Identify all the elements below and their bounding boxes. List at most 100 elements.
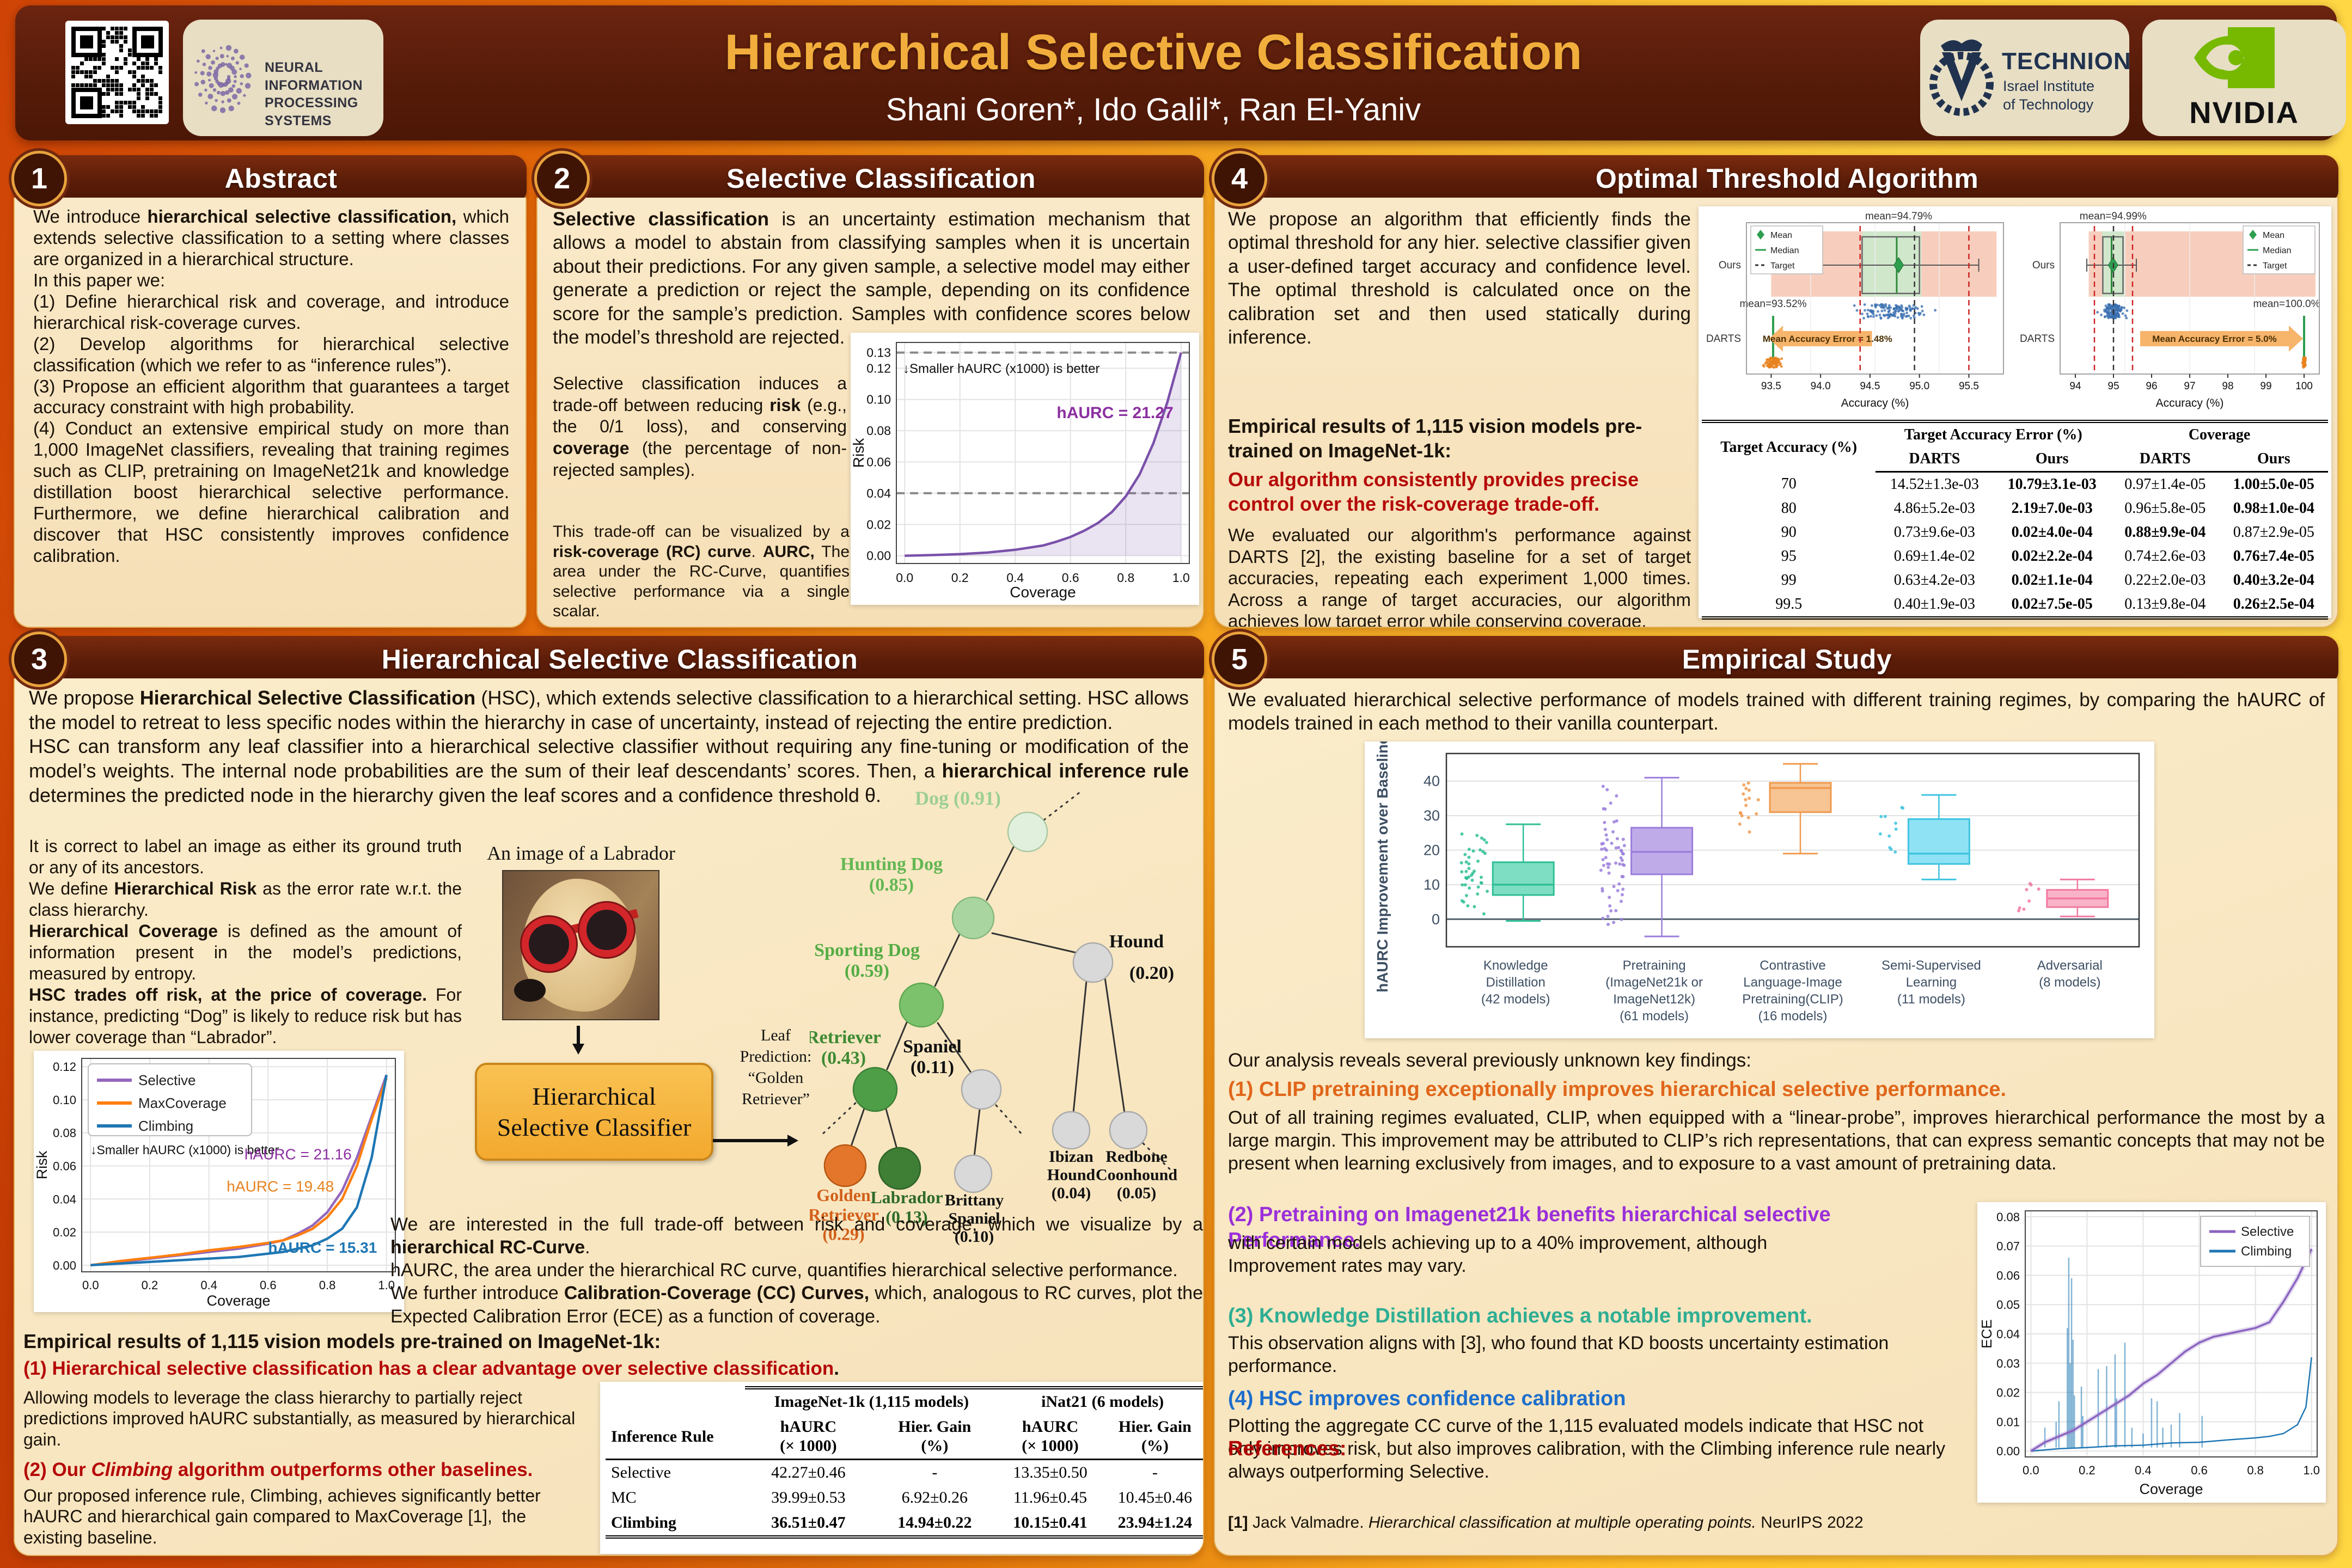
svg-text:95.5: 95.5 xyxy=(1959,381,1979,392)
cc-curve-chart: 0.00 0.01 0.02 0.03 0.04 0.05 0.06 0.07 0.08 0.0 0… xyxy=(1977,1202,2326,1503)
svg-text:0.6: 0.6 xyxy=(2191,1463,2208,1477)
svg-text:Coverage: Coverage xyxy=(2139,1481,2203,1497)
svg-text:Mean Accuracy Error = 5.0%: Mean Accuracy Error = 5.0% xyxy=(2152,334,2277,344)
section-header: Abstract xyxy=(14,155,527,205)
hierarchical-rc-chart: 0.00 0.02 0.04 0.06 0.08 0.10 0.12 0.0 0.2 0.4 0.6… xyxy=(34,1051,404,1312)
hsc-body: We propose Hierarchical Selective Classi… xyxy=(14,678,1204,1556)
section-abstract: 1 Abstract We introduce hierarchical sel… xyxy=(11,151,527,632)
svg-text:hAURC = 19.48: hAURC = 19.48 xyxy=(227,1178,334,1195)
svg-text:0: 0 xyxy=(1432,911,1440,927)
section-selective-classification: 2 Selective Classification Selective cla… xyxy=(534,151,1204,632)
svg-text:0.02: 0.02 xyxy=(53,1226,76,1239)
svg-text:Hound: Hound xyxy=(1109,932,1164,952)
svg-text:DARTS: DARTS xyxy=(1706,333,1741,345)
svg-text:93.5: 93.5 xyxy=(1761,381,1781,392)
svg-text:Median: Median xyxy=(1770,246,1799,255)
svg-text:97: 97 xyxy=(2184,381,2195,392)
svg-text:0.8: 0.8 xyxy=(2247,1463,2264,1477)
svg-text:ECE: ECE xyxy=(1978,1319,1995,1348)
dog-nose-shape xyxy=(514,979,546,1002)
hsc-rc-cc-text: We are interested in the full trade-off … xyxy=(390,1214,1204,1327)
svg-text:Hunting Dog(0.85): Hunting Dog (0.85) xyxy=(840,854,943,895)
svg-text:10: 10 xyxy=(1424,877,1440,893)
section-number-badge: 1 xyxy=(11,151,67,206)
svg-text:Language-Image: Language-Image xyxy=(1743,975,1842,990)
finding4-text: Plotting the aggregate CC curve of the 1… xyxy=(1228,1416,1951,1483)
svg-text:Median: Median xyxy=(2263,246,2291,255)
goggle-left-shape xyxy=(522,917,576,971)
svg-text:0.06: 0.06 xyxy=(53,1160,76,1173)
down-arrow-icon xyxy=(572,1026,584,1055)
svg-text:0.04: 0.04 xyxy=(1996,1327,2020,1341)
svg-text:1.0: 1.0 xyxy=(2303,1463,2320,1477)
svg-text:Semi-Supervised: Semi-Supervised xyxy=(1881,958,1981,973)
section-empirical-study: 5 Empirical Study We evaluated hierarchi… xyxy=(1212,632,2338,1560)
technion-subtitle: Israel Institute of Technology xyxy=(2003,78,2095,113)
svg-text:Climbing: Climbing xyxy=(138,1118,193,1134)
svg-text:Risk: Risk xyxy=(851,438,867,468)
svg-text:0.2: 0.2 xyxy=(951,571,969,585)
svg-text:Accuracy (%): Accuracy (%) xyxy=(2156,397,2224,409)
svg-text:Selective: Selective xyxy=(138,1072,196,1088)
svg-text:94.5: 94.5 xyxy=(1860,381,1880,392)
svg-text:Adversarial: Adversarial xyxy=(2037,958,2103,973)
svg-text:0.05: 0.05 xyxy=(1996,1298,2020,1312)
svg-text:Pretraining(CLIP): Pretraining(CLIP) xyxy=(1742,992,1843,1007)
svg-text:(11 models): (11 models) xyxy=(1897,992,1965,1007)
svg-text:0.0: 0.0 xyxy=(896,571,913,585)
hsc-intro-text: We propose Hierarchical Selective Classi… xyxy=(29,687,1195,806)
svg-text:mean=94.99%: mean=94.99% xyxy=(2080,211,2147,222)
inference-rule-table-panel: ImageNet-1k (1,115 models) iNat21 (6 mode… xyxy=(600,1382,1203,1554)
selective-intro-text: Selective classification is an uncertain… xyxy=(553,209,1195,348)
nvidia-wordmark: NVIDIA xyxy=(2189,95,2299,130)
goggle-right-shape xyxy=(579,903,634,957)
finding2-text: with certain models achieving up to a 40… xyxy=(1228,1233,1768,1277)
finding3-heading: (3) Knowledge Distillation achieves a no… xyxy=(1228,1304,1812,1327)
poster-authors: Shani Goren*, Ido Galil*, Ran El-Yaniv xyxy=(885,92,1421,127)
svg-text:(42 models): (42 models) xyxy=(1481,992,1550,1007)
hsc-finding1-heading: (1) Hierarchical selective classificatio… xyxy=(23,1358,840,1379)
svg-text:0.6: 0.6 xyxy=(1062,571,1079,585)
threshold-boxplots: Mean Accuracy Error = 1.48% mean=94.79% me… xyxy=(1699,206,2331,419)
svg-text:0.08: 0.08 xyxy=(1996,1210,2020,1224)
svg-text:Pretraining: Pretraining xyxy=(1623,958,1686,973)
svg-text:Risk: Risk xyxy=(34,1150,50,1179)
svg-text:↓Smaller hAURC (x1000) is bett: ↓Smaller hAURC (x1000) is better xyxy=(90,1143,279,1157)
svg-text:40: 40 xyxy=(1424,773,1440,789)
svg-text:99: 99 xyxy=(2260,381,2271,392)
svg-text:0.8: 0.8 xyxy=(1117,571,1134,585)
neurips-logo-text: NEURAL INFORMATION PROCESSING SYSTEMS xyxy=(265,60,363,128)
svg-text:Ours: Ours xyxy=(2032,260,2055,271)
svg-text:30: 30 xyxy=(1424,807,1440,824)
training-regime-boxplot: Knowledge Distillation (42 models) Pretrain… xyxy=(1365,708,2154,1038)
threshold-intro-text: We propose an algorithm that efficiently… xyxy=(1228,209,1696,348)
svg-text:↓Smaller hAURC (x1000) is bett: ↓Smaller hAURC (x1000) is better xyxy=(903,362,1099,376)
svg-text:0.02: 0.02 xyxy=(1996,1386,2020,1400)
section-title: Optimal Threshold Algorithm xyxy=(1595,163,1979,194)
svg-text:Mean: Mean xyxy=(2263,231,2284,240)
svg-text:0.2: 0.2 xyxy=(142,1278,158,1292)
svg-text:94.0: 94.0 xyxy=(1811,381,1831,392)
svg-text:hAURC = 15.31: hAURC = 15.31 xyxy=(268,1239,377,1256)
svg-text:Selective: Selective xyxy=(2241,1224,2294,1239)
hsc-finding2-text: Our proposed inference rule, Climbing, a… xyxy=(23,1486,546,1547)
technion-mark-icon xyxy=(1929,39,1994,116)
section-number-badge: 2 xyxy=(534,151,590,206)
section-header: Optimal Threshold Algorithm xyxy=(1214,155,2338,205)
svg-text:0.4: 0.4 xyxy=(200,1278,217,1292)
svg-text:(ImageNet21k or: (ImageNet21k or xyxy=(1605,975,1703,990)
svg-text:20: 20 xyxy=(1424,842,1440,859)
section-number-badge: 4 xyxy=(1212,151,1267,206)
svg-text:0.06: 0.06 xyxy=(1996,1269,2020,1282)
threshold-key-result: Our algorithm consistently provides prec… xyxy=(1228,468,1645,515)
abstract-body: We introduce hierarchical selective clas… xyxy=(14,198,527,628)
threshold-figure-panel: Mean Accuracy Error = 1.48% mean=94.79% me… xyxy=(1699,206,2331,620)
svg-text:0.13: 0.13 xyxy=(866,346,891,360)
optimal-threshold-body: We propose an algorithm that efficiently… xyxy=(1214,198,2338,628)
nvidia-eye-icon xyxy=(2194,27,2275,88)
svg-text:Coverage: Coverage xyxy=(206,1293,270,1309)
threshold-eval-text: We evaluated our algorithm's performance… xyxy=(1228,525,1696,628)
svg-text:(61 models): (61 models) xyxy=(1620,1009,1689,1024)
header-bar: NEURAL INFORMATION PROCESSING SYSTEMS Hi… xyxy=(15,5,2346,140)
